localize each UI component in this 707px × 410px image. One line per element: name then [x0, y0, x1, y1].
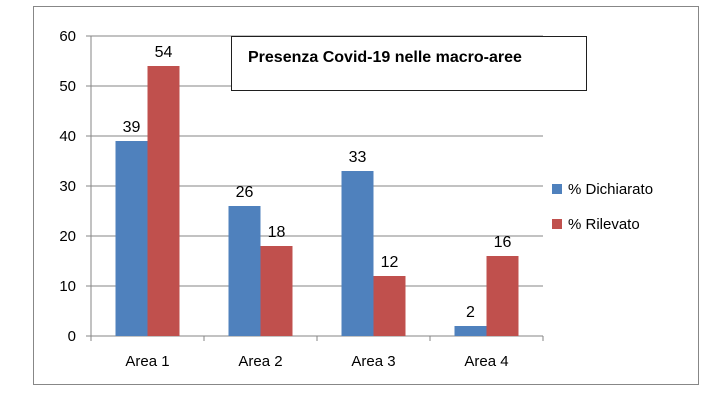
- y-tick-label-60: 60: [59, 28, 76, 45]
- y-tick-label-50: 50: [59, 78, 76, 95]
- legend: % Dichiarato % Rilevato: [552, 177, 653, 247]
- chart-title: Presenza Covid-19 nelle macro-aree: [248, 49, 522, 66]
- legend-item-rilevato: % Rilevato: [552, 212, 653, 236]
- bar-dichiarato-4: [454, 326, 487, 336]
- chart-title-box: Presenza Covid-19 nelle macro-aree: [231, 36, 587, 91]
- legend-swatch-dichiarato: [552, 184, 562, 194]
- data-label-rilevato-1: 54: [155, 44, 173, 61]
- data-label-rilevato-4: 16: [494, 234, 512, 251]
- y-tick-label-40: 40: [59, 128, 76, 145]
- x-tick-label-3: Area 3: [351, 353, 395, 370]
- x-tick-label-1: Area 1: [125, 353, 169, 370]
- x-tick-label-4: Area 4: [464, 353, 508, 370]
- y-tick-label-10: 10: [59, 278, 76, 295]
- data-label-rilevato-3: 12: [381, 254, 399, 271]
- data-label-dichiarato-1: 39: [123, 119, 141, 136]
- y-tick-label-30: 30: [59, 178, 76, 195]
- bar-dichiarato-1: [115, 141, 148, 336]
- bar-rilevato-3: [373, 276, 406, 336]
- data-label-rilevato-2: 18: [268, 224, 286, 241]
- y-tick-label-20: 20: [59, 228, 76, 245]
- bar-rilevato-4: [486, 256, 519, 336]
- y-tick-label-0: 0: [68, 328, 76, 345]
- legend-swatch-rilevato: [552, 219, 562, 229]
- data-label-dichiarato-4: 2: [466, 304, 475, 321]
- legend-label-dichiarato: % Dichiarato: [568, 180, 654, 198]
- x-tick-label-2: Area 2: [238, 353, 282, 370]
- data-label-dichiarato-3: 33: [349, 149, 367, 166]
- bar-dichiarato-2: [228, 206, 261, 336]
- legend-label-rilevato: % Rilevato: [568, 215, 640, 233]
- bar-rilevato-1: [147, 66, 180, 336]
- bar-dichiarato-3: [341, 171, 374, 336]
- data-label-dichiarato-2: 26: [236, 184, 254, 201]
- legend-item-dichiarato: % Dichiarato: [552, 177, 653, 201]
- bar-rilevato-2: [260, 246, 293, 336]
